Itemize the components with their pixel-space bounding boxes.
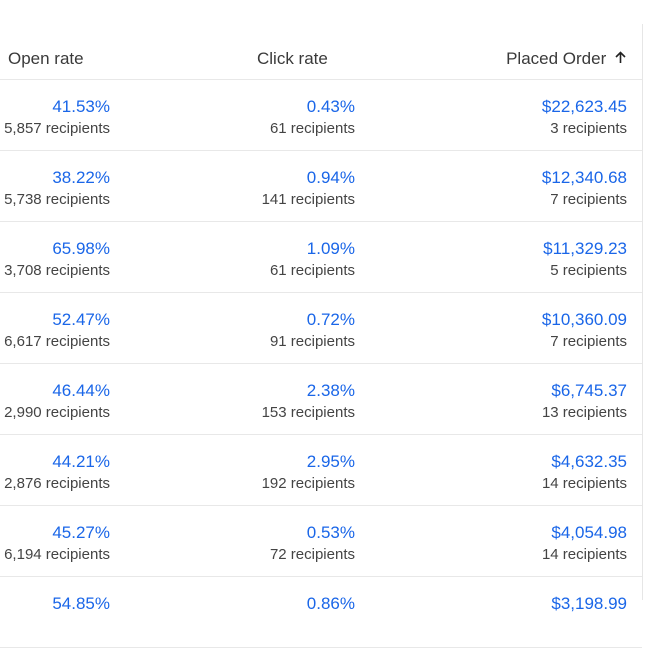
placed-order-value[interactable]: $4,054.98 <box>551 523 627 542</box>
table-row[interactable]: 41.53% 5,857 recipients 0.43% 61 recipients… <box>0 80 642 151</box>
open-rate-recipients: 2,990 recipients <box>4 404 110 421</box>
click-rate-recipients: 61 recipients <box>269 262 355 279</box>
click-rate-recipients: 192 recipients <box>261 475 355 492</box>
open-rate-recipients: 2,876 recipients <box>4 475 110 492</box>
click-rate-value[interactable]: 0.43% <box>306 97 355 116</box>
table-row[interactable]: 65.98% 3,708 recipients 1.09% 61 recipients… <box>0 222 642 293</box>
arrow-up-icon <box>615 49 626 69</box>
placed-order-cell: $11,329.23 5 recipients <box>543 238 627 282</box>
click-rate-cell: 0.43% 61 recipients <box>270 96 355 140</box>
placed-order-value[interactable]: $3,198.99 <box>551 594 627 613</box>
open-rate-recipients: 6,194 recipients <box>4 546 110 563</box>
open-rate-recipients: 3,708 recipients <box>4 262 110 279</box>
header-placed-order[interactable]: Placed Order <box>506 49 626 69</box>
header-placed-order-label: Placed Order <box>506 49 607 68</box>
placed-order-value[interactable]: $10,360.09 <box>541 310 627 329</box>
table-row[interactable]: 52.47% 6,617 recipients 0.72% 91 recipients… <box>0 293 642 364</box>
table-row[interactable]: 46.44% 2,990 recipients 2.38% 153 recipient… <box>0 364 642 435</box>
open-rate-value[interactable]: 65.98% <box>52 239 110 258</box>
click-rate-recipients: 61 recipients <box>269 120 355 137</box>
click-rate-cell: 0.94% 141 recipients <box>262 167 355 211</box>
click-rate-recipients: 72 recipients <box>269 546 355 563</box>
placed-order-recipients: 3 recipients <box>550 120 627 137</box>
placed-order-value[interactable]: $11,329.23 <box>543 239 627 258</box>
placed-order-recipients: 14 recipients <box>541 546 627 563</box>
placed-order-recipients: 7 recipients <box>550 333 627 350</box>
click-rate-recipients: 91 recipients <box>269 333 355 350</box>
open-rate-value[interactable]: 52.47% <box>52 310 110 329</box>
open-rate-recipients: 5,738 recipients <box>4 191 110 208</box>
placed-order-cell: $4,632.35 14 recipients <box>542 451 627 495</box>
open-rate-cell: 65.98% 3,708 recipients <box>4 238 110 282</box>
open-rate-recipients: 5,857 recipients <box>4 120 110 137</box>
click-rate-value[interactable]: 1.09% <box>306 239 355 258</box>
placed-order-recipients: 13 recipients <box>541 404 627 421</box>
open-rate-value[interactable]: 54.85% <box>52 594 110 613</box>
placed-order-cell: $3,198.99 <box>551 593 627 615</box>
header-open-rate[interactable]: Open rate <box>8 49 84 68</box>
column-divider <box>642 24 643 600</box>
click-rate-cell: 0.53% 72 recipients <box>270 522 355 566</box>
click-rate-cell: 2.38% 153 recipients <box>262 380 355 424</box>
table-row[interactable]: 54.85% 0.86% $3,198.99 <box>0 577 642 648</box>
table-header: Open rate Click rate Placed Order <box>0 0 642 80</box>
click-rate-value[interactable]: 2.38% <box>306 381 355 400</box>
placed-order-cell: $10,360.09 7 recipients <box>542 309 627 353</box>
click-rate-cell: 1.09% 61 recipients <box>270 238 355 282</box>
click-rate-cell: 2.95% 192 recipients <box>262 451 355 495</box>
open-rate-cell: 41.53% 5,857 recipients <box>4 96 110 140</box>
placed-order-value[interactable]: $22,623.45 <box>541 97 627 116</box>
click-rate-recipients: 141 recipients <box>261 191 355 208</box>
click-rate-value[interactable]: 0.94% <box>306 168 355 187</box>
placed-order-value[interactable]: $12,340.68 <box>541 168 627 187</box>
table-row[interactable]: 45.27% 6,194 recipients 0.53% 72 recipients… <box>0 506 642 577</box>
placed-order-value[interactable]: $4,632.35 <box>551 452 627 471</box>
open-rate-cell: 54.85% <box>52 593 110 615</box>
open-rate-value[interactable]: 46.44% <box>52 381 110 400</box>
header-click-rate[interactable]: Click rate <box>257 49 328 68</box>
open-rate-cell: 52.47% 6,617 recipients <box>4 309 110 353</box>
open-rate-cell: 44.21% 2,876 recipients <box>4 451 110 495</box>
click-rate-value[interactable]: 0.53% <box>306 523 355 542</box>
placed-order-value[interactable]: $6,745.37 <box>551 381 627 400</box>
placed-order-cell: $22,623.45 3 recipients <box>542 96 627 140</box>
click-rate-value[interactable]: 2.95% <box>306 452 355 471</box>
open-rate-value[interactable]: 41.53% <box>52 97 110 116</box>
placed-order-recipients: 5 recipients <box>550 262 627 279</box>
table-row[interactable]: 44.21% 2,876 recipients 2.95% 192 recipient… <box>0 435 642 506</box>
click-rate-value[interactable]: 0.86% <box>306 594 355 613</box>
open-rate-cell: 46.44% 2,990 recipients <box>4 380 110 424</box>
open-rate-recipients: 6,617 recipients <box>4 333 110 350</box>
placed-order-cell: $12,340.68 7 recipients <box>542 167 627 211</box>
click-rate-cell: 0.72% 91 recipients <box>270 309 355 353</box>
table-row[interactable]: 38.22% 5,738 recipients 0.94% 141 recipient… <box>0 151 642 222</box>
open-rate-value[interactable]: 38.22% <box>52 168 110 187</box>
open-rate-cell: 45.27% 6,194 recipients <box>4 522 110 566</box>
placed-order-recipients: 14 recipients <box>541 475 627 492</box>
open-rate-value[interactable]: 45.27% <box>52 523 110 542</box>
placed-order-cell: $6,745.37 13 recipients <box>542 380 627 424</box>
placed-order-recipients: 7 recipients <box>550 191 627 208</box>
open-rate-value[interactable]: 44.21% <box>52 452 110 471</box>
click-rate-value[interactable]: 0.72% <box>306 310 355 329</box>
placed-order-cell: $4,054.98 14 recipients <box>542 522 627 566</box>
click-rate-cell: 0.86% <box>307 593 355 615</box>
open-rate-cell: 38.22% 5,738 recipients <box>4 167 110 211</box>
click-rate-recipients: 153 recipients <box>261 404 355 421</box>
